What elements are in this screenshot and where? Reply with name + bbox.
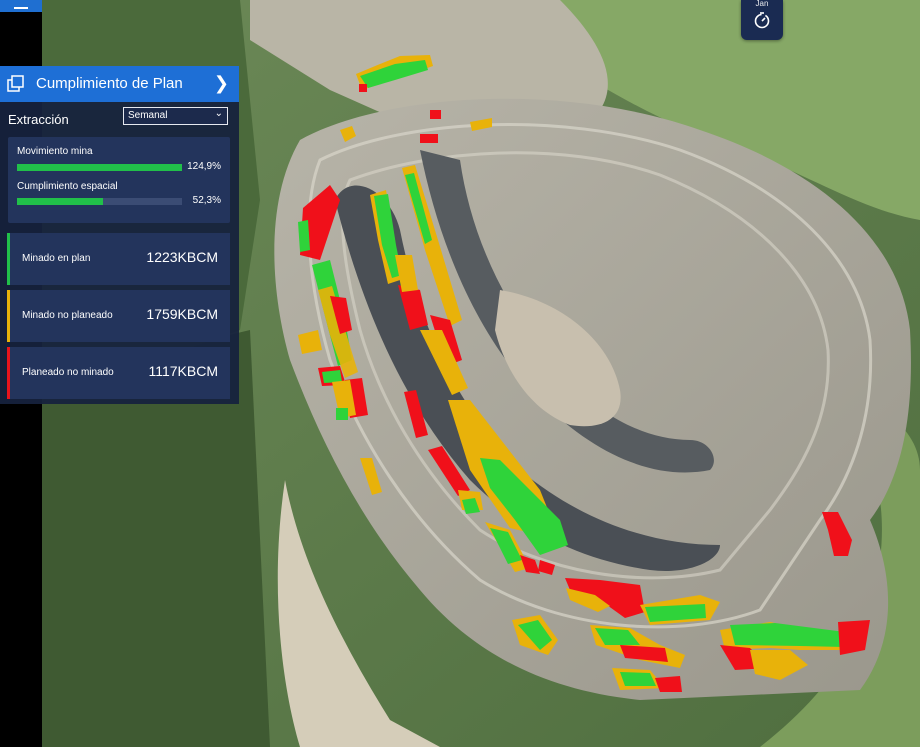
polygon-minado-en-plan[interactable] (322, 370, 342, 383)
polygon-planeado-no-minado[interactable] (822, 512, 852, 556)
polygon-minado-no-planeado[interactable] (318, 286, 358, 378)
polygon-planeado-no-minado[interactable] (330, 296, 352, 334)
chevron-right-icon[interactable]: ❯ (213, 73, 229, 93)
polygon-minado-no-planeado[interactable] (420, 330, 468, 395)
polygon-minado-no-planeado[interactable] (566, 588, 610, 612)
stat-card-minado-no-planeado[interactable]: Minado no planeado 1759KBCM (7, 290, 230, 342)
progress-label: Movimiento mina (17, 146, 93, 157)
polygon-planeado-no-minado[interactable] (398, 285, 428, 330)
timer-button[interactable]: Jan (741, 0, 783, 40)
polygon-minado-en-plan[interactable] (490, 528, 522, 564)
progress-track (17, 164, 182, 171)
progress-track (17, 198, 182, 205)
polygon-planeado-no-minado[interactable] (430, 110, 441, 119)
polygon-minado-no-planeado[interactable] (395, 255, 418, 292)
polygon-planeado-no-minado[interactable] (838, 620, 870, 655)
polygon-minado-en-plan[interactable] (645, 604, 706, 622)
stat-label: Minado no planeado (22, 310, 113, 321)
polygon-minado-en-plan[interactable] (730, 623, 845, 647)
plan-compliance-panel: Cumplimiento de Plan ❯ Extracción Semana… (0, 66, 239, 404)
chevron-down-icon: ⌄ (214, 108, 223, 119)
polygon-minado-en-plan[interactable] (595, 628, 640, 645)
polygon-planeado-no-minado[interactable] (565, 578, 645, 618)
grass-hill (560, 0, 920, 220)
polygon-minado-en-plan[interactable] (336, 408, 348, 420)
polygon-planeado-no-minado[interactable] (359, 84, 367, 92)
pit-floor (495, 290, 621, 427)
progress-value: 52,3% (192, 195, 221, 206)
polygon-minado-en-plan[interactable] (620, 672, 656, 686)
polygon-minado-en-plan[interactable] (518, 620, 552, 650)
progress-fill (17, 198, 104, 205)
stat-value: 1223KBCM (146, 249, 218, 265)
polygon-minado-no-planeado[interactable] (360, 458, 382, 495)
polygon-planeado-no-minado[interactable] (428, 446, 470, 496)
polygon-planeado-no-minado[interactable] (620, 645, 668, 662)
progress-label: Cumplimiento espacial (17, 181, 118, 192)
stat-card-minado-en-plan[interactable]: Minado en plan 1223KBCM (7, 233, 230, 285)
polygon-minado-en-plan[interactable] (374, 194, 402, 278)
panel-title: Cumplimiento de Plan (36, 75, 183, 92)
extraction-row: Extracción Semanal ⌄ (0, 102, 239, 130)
polygon-minado-no-planeado[interactable] (470, 118, 492, 131)
polygon-planeado-no-minado[interactable] (520, 555, 540, 574)
polygon-minado-en-plan[interactable] (480, 458, 568, 555)
timer-label: Jan (755, 0, 769, 8)
hamburger-icon[interactable] (0, 0, 42, 12)
polygon-planeado-no-minado[interactable] (538, 560, 555, 575)
progress-fill (17, 164, 182, 171)
polygon-minado-en-plan[interactable] (298, 220, 310, 252)
polygon-planeado-no-minado[interactable] (420, 134, 438, 143)
timer-icon (754, 12, 770, 29)
polygon-minado-en-plan[interactable] (462, 498, 480, 514)
layers-icon (7, 75, 24, 92)
section-label: Extracción (8, 112, 69, 127)
polygon-planeado-no-minado[interactable] (655, 676, 682, 692)
stat-card-planeado-no-minado[interactable]: Planeado no minado 1117KBCM (7, 347, 230, 399)
polygon-planeado-no-minado[interactable] (300, 185, 340, 260)
bench-ring (341, 151, 830, 580)
tailings-area (277, 480, 440, 747)
stat-value: 1759KBCM (146, 306, 218, 322)
polygon-planeado-no-minado[interactable] (404, 390, 428, 438)
polygon-minado-en-plan[interactable] (405, 173, 432, 244)
stat-label: Minado en plan (22, 253, 91, 264)
stat-value: 1117KBCM (148, 363, 218, 379)
polygon-minado-no-planeado[interactable] (298, 330, 322, 354)
forest-area (42, 330, 270, 747)
progress-value: 124,9% (187, 161, 221, 172)
polygon-minado-no-planeado[interactable] (750, 650, 808, 680)
period-select[interactable]: Semanal ⌄ (123, 107, 228, 125)
polygon-minado-en-plan[interactable] (360, 60, 428, 88)
period-select-value: Semanal (128, 110, 168, 121)
progress-card: Movimiento mina 124,9% Cumplimiento espa… (8, 137, 230, 223)
polygon-minado-no-planeado[interactable] (340, 126, 356, 142)
stat-label: Planeado no minado (22, 367, 114, 378)
panel-header: Cumplimiento de Plan ❯ (0, 66, 239, 102)
